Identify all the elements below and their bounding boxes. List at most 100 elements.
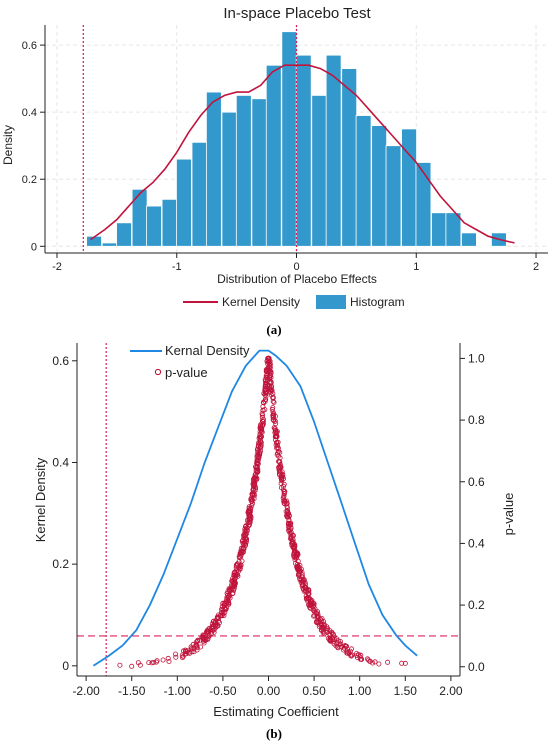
panel-b-kde-pvalue-chart: -2.00 -1.50 -1.00 -0.50 0.00 0.50 1.00 1.50 2.00… [33,343,516,719]
p-value-point [294,564,300,570]
x-tick-label: 0.00 [257,684,281,698]
p-value-point [173,654,179,660]
p-value-point [252,481,258,487]
p-value-point [299,570,305,576]
x-tick-label: 2.00 [439,684,463,698]
caption-a: (a) [266,322,281,337]
histogram-bar [461,232,477,247]
panel-b-legend: Kernal Density p-value [130,343,250,380]
p-value-point [257,434,263,440]
y-tick-label: 0.6 [22,40,37,52]
p-value-point [230,576,236,582]
panel-a-title: In-space Placebo Test [223,5,371,22]
p-value-point [295,567,301,573]
p-value-point [333,643,339,649]
p-value-point [232,579,238,585]
p-value-point [295,558,301,564]
p-value-point [319,622,325,628]
p-value-point [344,650,350,656]
p-value-point [247,516,253,522]
p-value-point [275,450,281,456]
p-value-point [273,431,279,437]
p-value-point [210,627,216,633]
legend-kernal-density-label: Kernal Density [165,343,250,358]
panel-b-x-ticks: -2.00 -1.50 -1.00 -0.50 0.00 0.50 1.00 1.50 2.00 [72,676,463,698]
x-tick-label: -1.00 [164,684,192,698]
histogram-bar [116,222,132,247]
histogram-bar [235,95,252,247]
p-value-point [222,610,228,616]
p-value-point [299,572,305,578]
p-value-point [210,619,216,625]
p-value-point [277,459,283,465]
panel-a-y-ticks: 0 0.2 0.4 0.6 [22,40,45,253]
p-value-point [281,498,287,504]
p-value-point [262,376,268,382]
left-y-tick-label: 0.2 [52,557,69,571]
histogram-bar [146,205,162,247]
p-value-point [270,414,276,420]
p-value-point [305,587,311,593]
p-value-point [182,647,188,653]
p-value-point [292,544,298,550]
p-value-point [166,659,172,665]
p-value-point [258,422,264,428]
panel-b-kernal-density-curve [92,349,418,667]
p-value-point [213,620,219,626]
p-value-point [227,588,233,594]
p-value-point [255,468,261,474]
p-value-point [269,406,275,412]
p-value-point [270,395,276,401]
p-value-point [243,523,249,529]
x-tick-label: -2 [52,261,62,273]
panel-b-left-y-axis-label: Kernel Density [33,457,48,542]
p-value-point [289,540,295,546]
p-value-point [251,474,257,480]
p-value-point [277,449,283,455]
p-value-point [279,476,285,482]
histogram-bar [176,158,192,247]
histogram-bar [445,212,462,247]
p-value-point [255,460,261,466]
p-value-point [262,387,268,393]
histogram-bar [401,128,417,247]
legend-p-value-label: p-value [165,365,208,380]
p-value-point [376,661,382,667]
p-value-point [165,655,171,661]
p-value-point [289,542,295,548]
p-value-point [297,575,303,581]
p-value-point [241,532,247,538]
p-value-point [327,636,333,642]
p-value-point [333,636,339,642]
p-value-point [343,643,349,649]
p-value-point [263,393,269,399]
panel-a-x-axis-label: Distribution of Placebo Effects [217,272,377,286]
p-value-point [222,605,228,611]
right-y-tick-label: 0.6 [468,475,485,489]
p-value-point [272,426,278,432]
p-value-point [173,651,179,657]
p-value-point [117,662,123,668]
p-value-point [219,604,225,610]
histogram-bar [431,212,447,247]
p-value-point [270,398,276,404]
p-value-point [260,412,266,418]
p-value-point [275,442,281,448]
p-value-point [268,369,274,375]
p-value-point [248,498,254,504]
p-value-point [271,399,277,405]
histogram-bar [311,95,328,247]
p-value-point [268,379,274,385]
p-value-point [146,660,152,666]
p-value-point [252,464,258,470]
left-y-tick-label: 0.6 [52,354,69,368]
histogram-bar [161,198,178,247]
histogram-bar [131,188,148,247]
histogram-bar [295,54,312,247]
left-y-tick-label: 0.4 [52,455,69,469]
p-value-point [268,387,274,393]
right-y-tick-label: 0.4 [468,536,485,550]
p-value-point [255,455,261,461]
p-value-point [266,357,272,363]
